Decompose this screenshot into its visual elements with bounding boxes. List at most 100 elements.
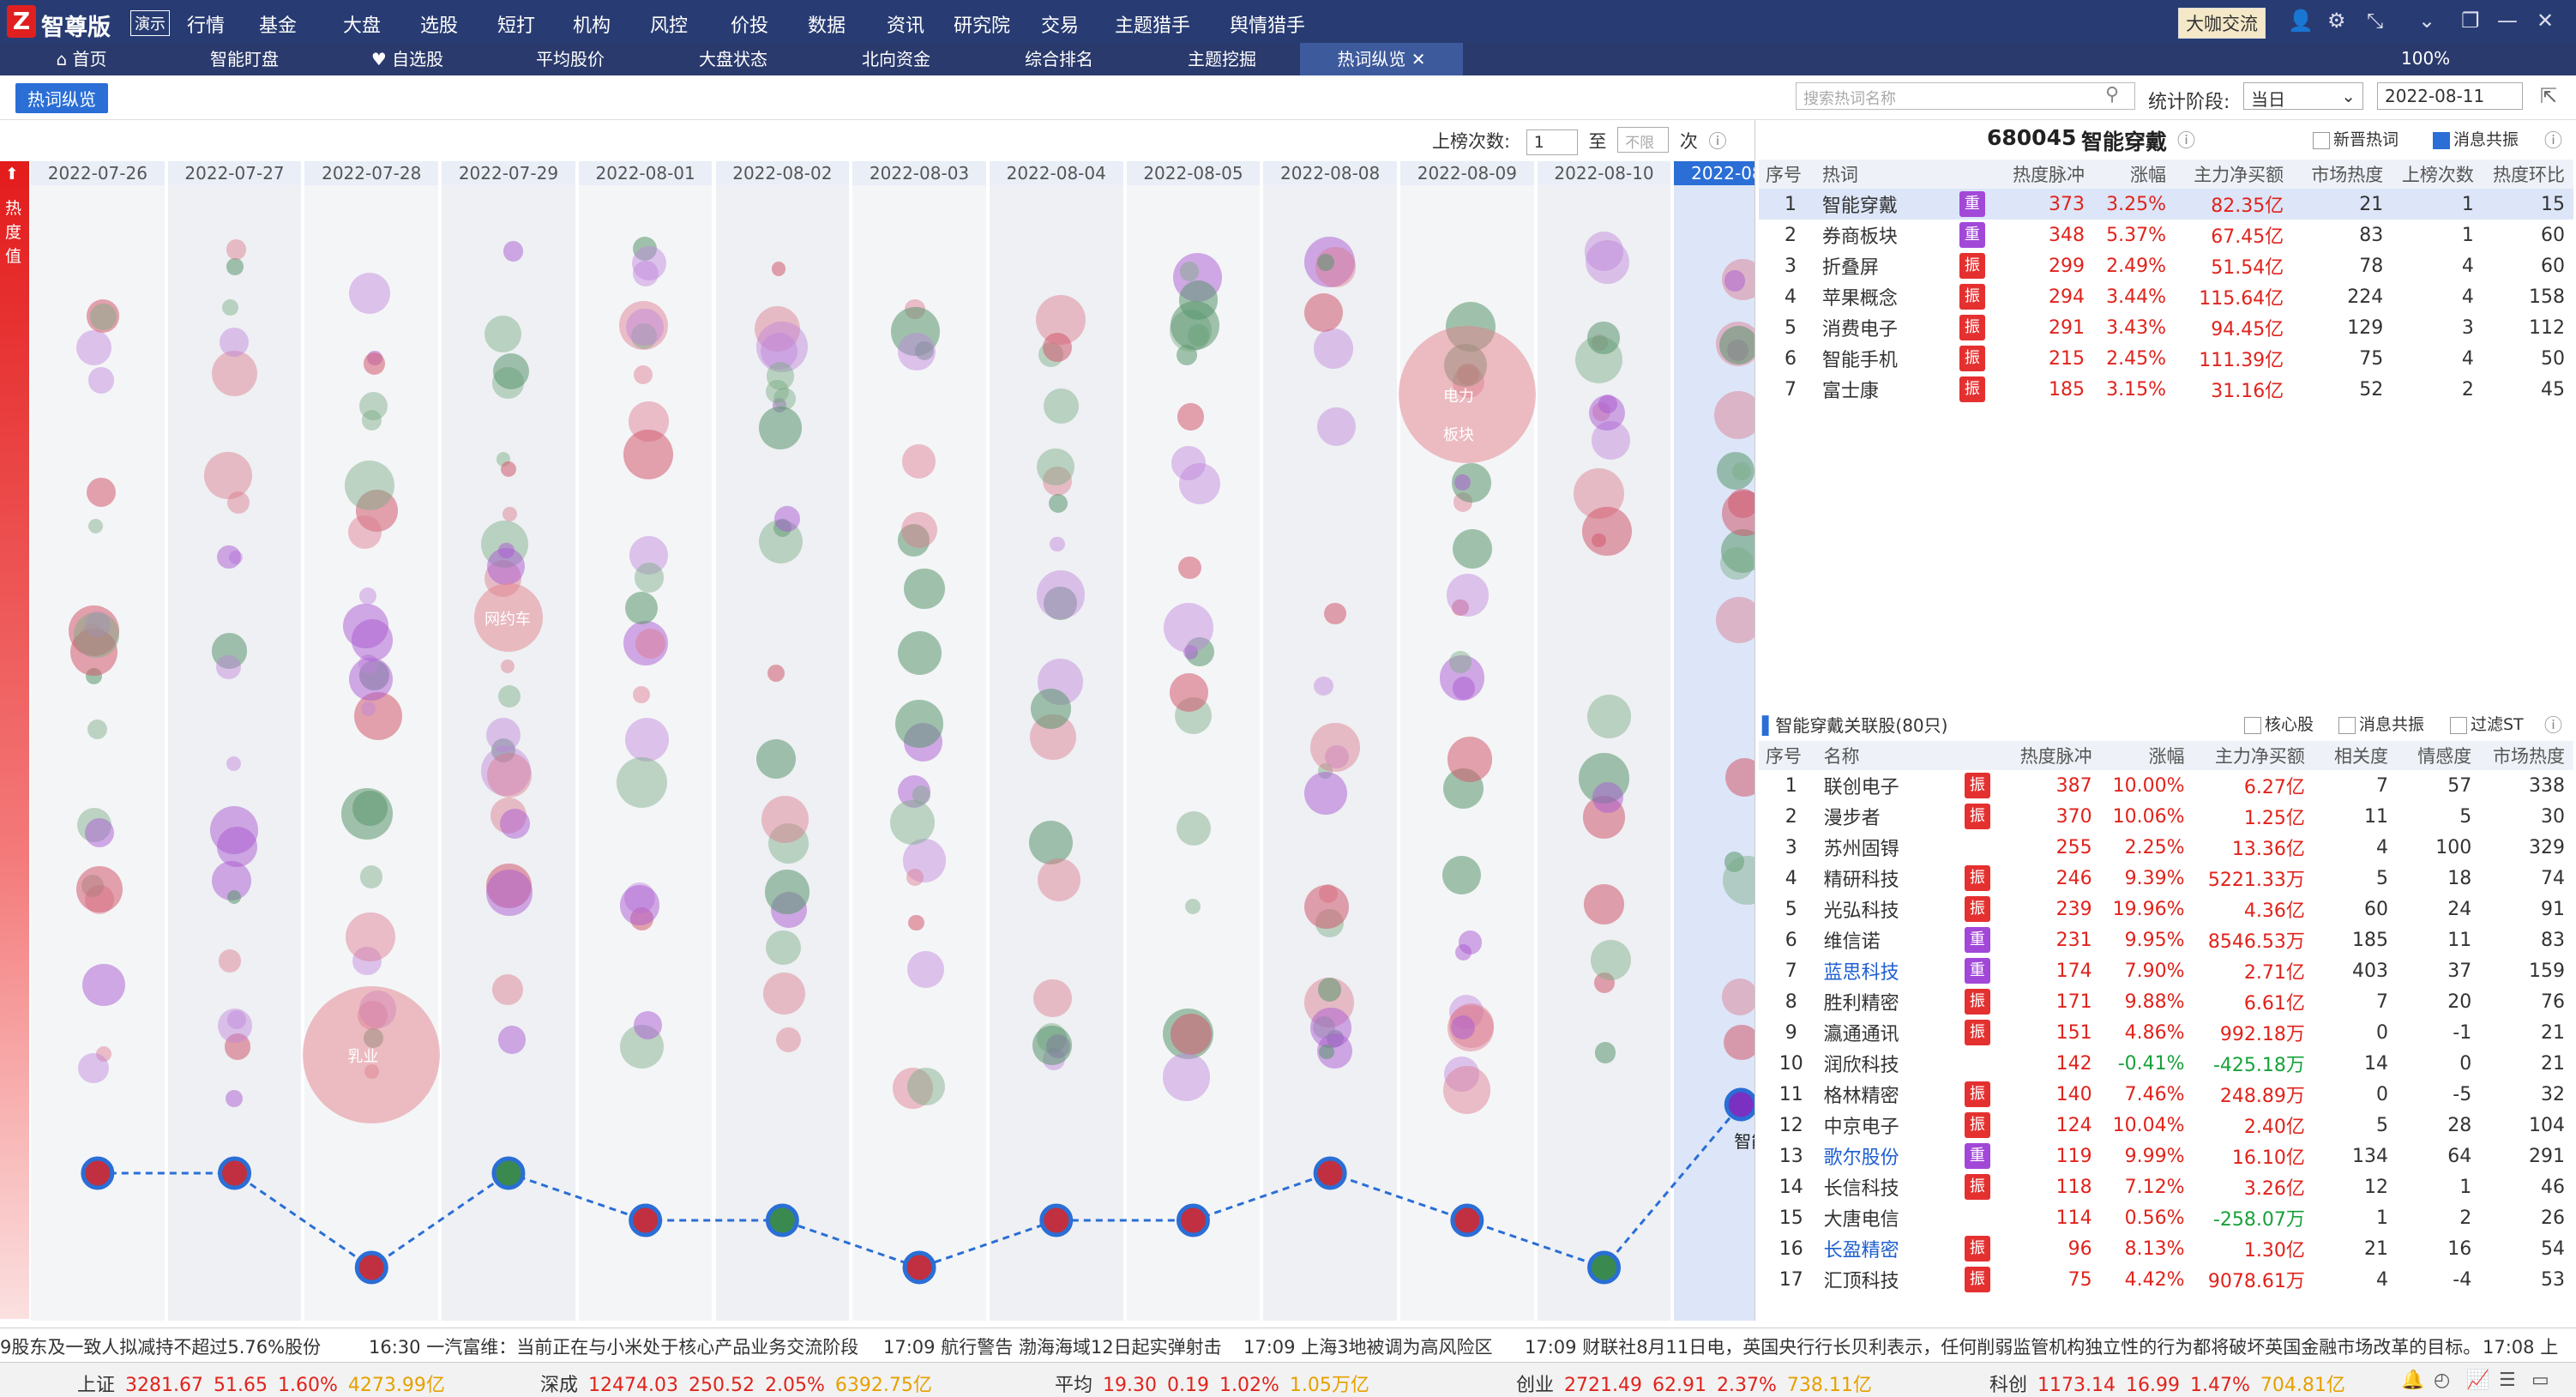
heat-bubble[interactable] — [1309, 1007, 1351, 1049]
menu-item[interactable]: 选股 — [420, 15, 459, 37]
table-row[interactable]: 5 消费电子 振 291 3.43% 94.45亿 129 3 112 — [1759, 312, 2573, 343]
heat-bubble[interactable] — [491, 738, 516, 763]
heat-bubble[interactable] — [1594, 1041, 1616, 1063]
heat-bubble[interactable] — [1583, 884, 1624, 925]
heat-bubble[interactable] — [766, 362, 795, 391]
heat-bubble[interactable] — [768, 822, 810, 864]
date-header[interactable]: 2022-08-10 — [1537, 161, 1671, 185]
heat-bubble[interactable] — [486, 753, 532, 798]
column-header[interactable]: 热词 — [1821, 160, 1941, 189]
heat-bubble[interactable] — [623, 621, 668, 666]
heat-bubble[interactable] — [1442, 1066, 1490, 1114]
track-point[interactable] — [902, 1250, 936, 1285]
heat-bubble[interactable] — [754, 306, 800, 352]
menu-item[interactable]: 资讯 — [887, 15, 925, 37]
minimize-icon[interactable]: — — [2497, 9, 2518, 33]
table-row[interactable]: 4 苹果概念 振 294 3.44% 115.64亿 224 4 158 — [1759, 281, 2573, 312]
heat-bubble[interactable] — [1586, 240, 1630, 285]
heat-bubble[interactable] — [88, 519, 104, 534]
heat-bubble[interactable] — [1317, 407, 1357, 447]
heat-bubble[interactable] — [359, 392, 388, 421]
heat-bubble[interactable] — [1177, 403, 1205, 431]
heat-bubble[interactable] — [1724, 270, 1746, 292]
track-point[interactable] — [491, 1156, 526, 1190]
heat-bubble[interactable] — [1584, 232, 1623, 271]
heat-bubble[interactable] — [1178, 556, 1201, 580]
tab-item[interactable]: 智能盯盘 — [163, 43, 326, 75]
tab-item[interactable]: 综合排名 — [978, 43, 1141, 75]
heat-bubble[interactable] — [1587, 695, 1632, 739]
date-header[interactable]: 2022-08-04 — [989, 161, 1123, 185]
core-stock-toggle[interactable]: 核心股 — [2244, 712, 2314, 735]
heat-bubble[interactable] — [501, 659, 515, 674]
heat-bubble[interactable] — [87, 367, 115, 394]
table-row[interactable]: 6 维信诺 重 231 9.95% 8546.53万 185 11 83 — [1759, 924, 2573, 955]
table-row[interactable]: 5 光弘科技 振 239 19.96% 4.36亿 60 24 91 — [1759, 894, 2573, 924]
track-point[interactable] — [1313, 1156, 1347, 1190]
heat-bubble[interactable] — [1324, 602, 1347, 625]
heat-bubble[interactable] — [1721, 978, 1759, 1015]
heat-bubble[interactable] — [756, 321, 808, 373]
heat-bubble[interactable] — [1176, 345, 1197, 366]
tab-item[interactable]: 大盘状态 — [652, 43, 815, 75]
heat-bubble[interactable] — [1455, 943, 1472, 960]
news-item[interactable]: 17:09 上海3地被调为高风险区 — [1243, 1337, 1493, 1358]
heat-bubble[interactable] — [503, 507, 518, 522]
search-input[interactable]: 搜索热词名称 — [1796, 82, 2135, 110]
heat-bubble[interactable] — [344, 460, 395, 511]
date-header[interactable]: 2022-08-02 — [715, 161, 850, 185]
heat-bubble[interactable] — [492, 353, 529, 390]
menu-item[interactable]: 风控 — [650, 15, 689, 37]
heat-bubble[interactable] — [485, 717, 521, 753]
heat-bubble[interactable] — [486, 870, 533, 916]
heat-bubble[interactable] — [349, 658, 393, 702]
settings-icon[interactable]: ⚙ — [2327, 9, 2346, 33]
heat-bubble[interactable] — [1179, 462, 1221, 504]
heat-bubble[interactable] — [902, 838, 947, 882]
column-header[interactable]: 情感度 — [2388, 741, 2472, 770]
track-point[interactable] — [1176, 1203, 1210, 1237]
news-item[interactable]: 17:08 上 — [2483, 1337, 2559, 1358]
heat-bubble[interactable] — [1304, 772, 1348, 816]
heat-bubble[interactable] — [890, 800, 936, 846]
heat-bubble[interactable] — [76, 866, 123, 913]
heat-bubble[interactable] — [1447, 737, 1493, 782]
heat-bubble[interactable] — [1325, 745, 1349, 769]
index-item[interactable]: 创业 2721.49 62.91 2.37% 738.11亿 — [1516, 1370, 1882, 1397]
table-row[interactable]: 7 富士康 振 185 3.15% 31.16亿 52 2 45 — [1759, 374, 2573, 405]
heat-bubble[interactable] — [1448, 650, 1472, 674]
heat-bubble[interactable] — [227, 1010, 246, 1029]
heat-bubble[interactable] — [500, 461, 517, 477]
heat-bubble[interactable] — [624, 718, 669, 762]
heat-bubble[interactable] — [1713, 390, 1762, 439]
column-header[interactable]: 热度脉冲 — [1989, 741, 2092, 770]
bell-icon[interactable]: 🔔 — [2401, 1370, 2425, 1391]
heat-bubble[interactable] — [898, 333, 936, 370]
date-header[interactable]: 2022-08-05 — [1126, 161, 1261, 185]
date-header[interactable]: 2022-07-29 — [442, 161, 575, 185]
heat-bubble[interactable] — [346, 912, 395, 962]
heat-bubble[interactable] — [340, 788, 393, 840]
heat-bubble[interactable] — [755, 738, 797, 780]
index-item[interactable]: 科创 1173.14 16.99 1.47% 704.81亿 — [1989, 1370, 2356, 1397]
index-item[interactable]: 平均 19.30 0.19 1.02% 1.05万亿 — [1055, 1370, 1380, 1397]
track-point[interactable] — [765, 1203, 799, 1237]
track-point[interactable] — [354, 1250, 388, 1285]
menu-item[interactable]: 主题猎手 — [1115, 15, 1191, 37]
heat-bubble[interactable] — [499, 809, 530, 840]
date-header[interactable]: 2022-07-26 — [31, 161, 165, 185]
tab-item[interactable]: 平均股价 — [489, 43, 652, 75]
column-header[interactable]: 名称 — [1823, 741, 1944, 770]
info-icon[interactable]: ⓘ — [2177, 130, 2195, 151]
heat-bubble[interactable] — [1716, 451, 1755, 491]
heat-bubble[interactable] — [1590, 939, 1631, 980]
index-item[interactable]: 深成 12474.03 250.52 2.05% 6392.75亿 — [540, 1370, 942, 1397]
help-icon[interactable]: ⓘ — [1708, 131, 1727, 152]
user-icon[interactable]: 👤 — [2288, 9, 2314, 33]
chart-icon[interactable]: 📈 — [2466, 1370, 2490, 1391]
heat-bubble[interactable] — [1587, 322, 1620, 354]
heat-bubble[interactable] — [503, 241, 524, 262]
heat-bubble[interactable] — [625, 308, 664, 346]
restore-icon[interactable]: ❐ — [2461, 9, 2480, 33]
heat-bubble[interactable] — [1028, 820, 1073, 864]
